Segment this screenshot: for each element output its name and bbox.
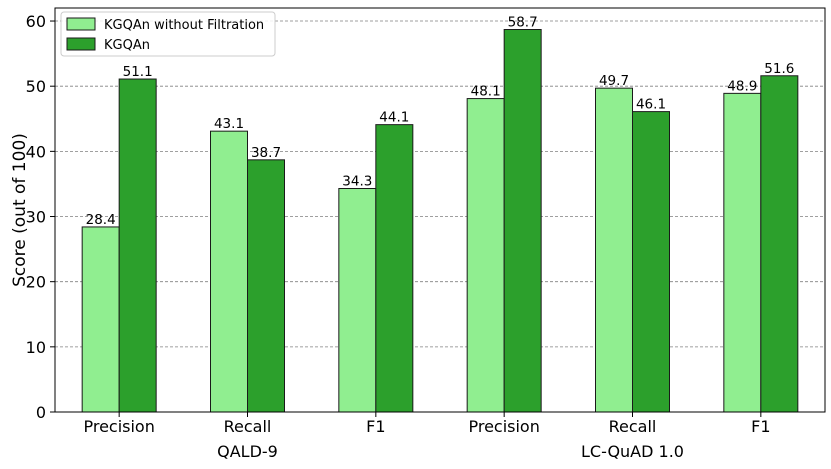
- bar-value-label: 38.7: [251, 145, 281, 161]
- bar-value-label: 44.1: [379, 110, 409, 126]
- bar-kgqan: [503, 29, 542, 413]
- data-labels: 28.4 43.1 34.3 48.1 49.7 48.9 51.1 38.7 44.1 58.7…: [86, 15, 795, 228]
- bar-value-label: 49.7: [599, 73, 629, 89]
- bar-kgqan: [118, 78, 157, 413]
- group-label: LC-QuAD 1.0: [581, 442, 684, 461]
- legend-label: KGQAn: [104, 38, 150, 53]
- bar-value-label: 51.6: [764, 61, 794, 77]
- y-tick-label: 30: [26, 208, 46, 227]
- y-tick-label: 0: [36, 403, 46, 422]
- y-tick-label: 40: [26, 142, 46, 161]
- bar-kgqan: [247, 159, 285, 413]
- group-label: QALD-9: [217, 442, 278, 461]
- bar-value-label: 58.7: [508, 15, 538, 31]
- y-axis: 0 10 20 30 40 50 60: [26, 12, 55, 422]
- bar-value-label: 28.4: [86, 212, 116, 228]
- bar-value-label: 48.9: [727, 78, 757, 94]
- bar-kgqan-without-filtration: [595, 87, 633, 413]
- bar-kgqan: [632, 111, 670, 413]
- bar-kgqan: [375, 124, 414, 413]
- x-axis: Precision Recall F1 Precision Recall F1 QALD-9…: [83, 412, 771, 461]
- bar-value-label: 34.3: [342, 173, 372, 189]
- bar-kgqan-without-filtration: [723, 92, 762, 413]
- legend: KGQAn without Filtration KGQAn: [60, 11, 276, 57]
- bar-kgqan-without-filtration: [338, 187, 377, 413]
- bar-kgqan-without-filtration: [210, 130, 248, 413]
- x-tick-label: Recall: [609, 417, 657, 436]
- x-tick-label: Precision: [83, 417, 154, 436]
- bar-kgqan-without-filtration: [81, 226, 120, 413]
- y-tick-label: 20: [26, 273, 46, 292]
- bar-value-label: 51.1: [123, 64, 153, 80]
- legend-label: KGQAn without Filtration: [104, 18, 264, 33]
- y-axis-title: Score (out of 100): [10, 133, 30, 287]
- legend-box: [60, 11, 276, 57]
- x-tick-label: Recall: [224, 417, 272, 436]
- legend-swatch: [66, 17, 96, 31]
- y-tick-label: 50: [26, 77, 46, 96]
- bars: [81, 29, 799, 413]
- grid-lines: [55, 20, 825, 348]
- x-tick-label: Precision: [468, 417, 539, 436]
- bar-value-label: 46.1: [636, 97, 666, 113]
- bar-kgqan: [760, 75, 799, 413]
- bar-value-label: 43.1: [214, 116, 244, 132]
- legend-swatch: [66, 37, 96, 51]
- bar-kgqan-without-filtration: [466, 98, 505, 413]
- y-tick-label: 10: [26, 338, 46, 357]
- bar-value-label: 48.1: [471, 84, 501, 100]
- x-tick-label: F1: [366, 417, 385, 436]
- plot-frame: [54, 7, 826, 413]
- y-tick-label: 60: [26, 12, 46, 31]
- x-tick-label: F1: [751, 417, 770, 436]
